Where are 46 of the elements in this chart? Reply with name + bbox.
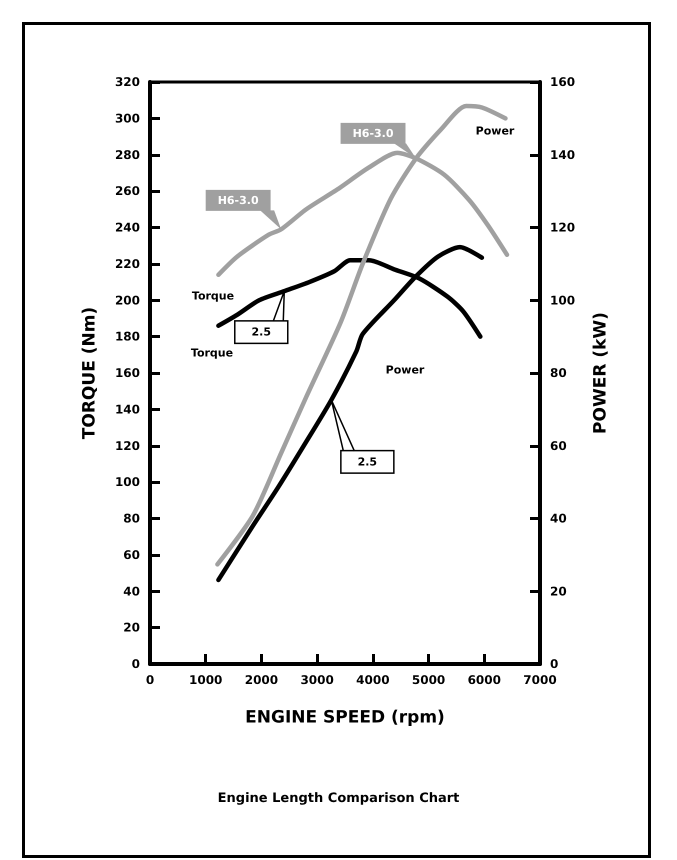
y-tick-label: 40 [123,584,140,598]
y2-tick-label: 120 [550,220,576,234]
text: Engine Length Comparison Chart [218,791,460,806]
y-tick-label: 100 [114,475,140,490]
x-tick-label: 4000 [356,673,390,687]
y-tick-label: 0 [132,657,140,671]
y-tick-label: 140 [114,402,140,416]
y2-tick-label: 160 [550,75,576,89]
y-tick-label: 120 [114,438,140,453]
x-tick-label: 3000 [300,673,334,687]
annotation: H6-3.0 [218,194,259,207]
x-tick-label: 5000 [412,673,446,687]
y2-tick-label: 100 [550,293,576,308]
y2-axis-title: POWER (kW) [590,312,610,434]
x-tick-label: 0 [146,673,154,687]
y-tick-label: 60 [123,548,140,562]
y-tick-label: 280 [114,148,140,162]
y2-tick-label: 80 [550,366,567,380]
y2-tick-label: 40 [550,512,567,526]
y-axis-title: TORQUE (Nm) [80,306,100,440]
annotation: H6-3.0 [352,126,394,140]
y-tick-label: 20 [123,620,140,635]
y-tick-label: 300 [114,111,140,126]
y-tick-label: 320 [114,75,140,89]
y-tick-label: 220 [114,256,140,271]
annotation: 2.5 [252,326,272,339]
y2-tick-label: 60 [550,438,567,453]
annotation: 2.5 [358,455,378,468]
y-tick-label: 160 [114,366,140,380]
x-tick-label: 7000 [523,673,557,687]
y-tick-label: 260 [114,184,140,198]
annotation: Torque [190,346,234,360]
x-tick-label: 6000 [468,673,501,687]
y2-tick-label: 20 [550,584,567,598]
y-tick-label: 240 [114,220,140,234]
y-tick-label: 80 [123,512,140,526]
y2-tick-label: 140 [550,148,576,162]
annotation: Torque [192,290,234,302]
annotation: Power [476,124,515,138]
y-tick-label: 180 [114,330,140,344]
y-tick-label: 200 [114,293,140,308]
x-tick-label: 1000 [189,673,222,687]
y2-tick-label: 0 [550,657,558,671]
annotation: Power [386,364,425,376]
x-axis-title: ENGINE SPEED (rpm) [245,708,445,728]
x-tick-label: 2000 [244,673,278,687]
